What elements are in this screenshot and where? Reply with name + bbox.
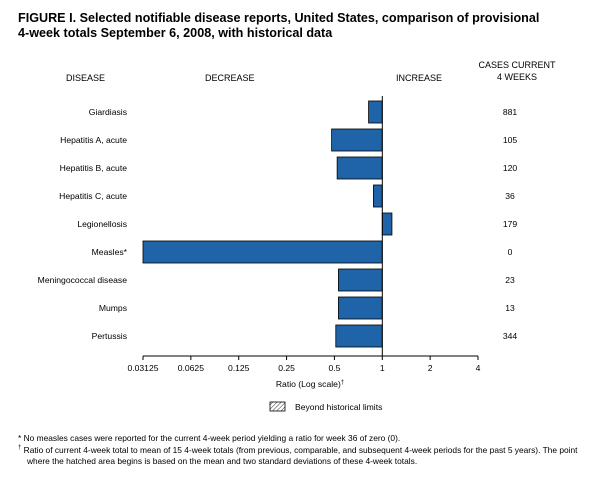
bar-8 bbox=[335, 324, 383, 348]
bar-2 bbox=[336, 156, 383, 180]
bar-7 bbox=[338, 296, 383, 320]
x-axis-label: Ratio (Log scale)† bbox=[276, 379, 344, 389]
bar-4 bbox=[381, 212, 393, 236]
legend-label: Beyond historical limits bbox=[295, 402, 382, 412]
case-count: 120 bbox=[503, 163, 518, 173]
category-label: Mumps bbox=[99, 303, 127, 313]
bar-1 bbox=[331, 128, 383, 152]
case-count: 344 bbox=[503, 331, 518, 341]
x-axis-label-text: Ratio (Log scale) bbox=[276, 379, 341, 389]
category-label: Pertussis bbox=[92, 331, 127, 341]
x-ticks: 0.03125 0.0625 0.125 0.25 0.5 1 2 4 bbox=[127, 356, 481, 373]
bar-6 bbox=[338, 268, 383, 292]
footnote-ratio-text: Ratio of current 4-week total to mean of… bbox=[23, 444, 578, 467]
x-tick-label: 2 bbox=[428, 363, 433, 373]
x-tick-label: 4 bbox=[476, 363, 481, 373]
x-tick-label: 0.125 bbox=[228, 363, 250, 373]
category-label: Legionellosis bbox=[77, 219, 127, 229]
category-label: Hepatitis C, acute bbox=[59, 191, 127, 201]
header-increase: INCREASE bbox=[396, 73, 442, 83]
title-line-2: 4-week totals September 6, 2008, with hi… bbox=[18, 26, 333, 40]
footnote-ratio-mark: † bbox=[18, 444, 22, 451]
legend-hatch-swatch bbox=[269, 401, 286, 412]
title-line-1: FIGURE I. Selected notifiable disease re… bbox=[18, 11, 540, 25]
case-count: 23 bbox=[505, 275, 515, 285]
header-cases-line-1: CASES CURRENT bbox=[478, 60, 556, 70]
x-tick-label: 0.5 bbox=[328, 363, 340, 373]
x-axis-label-mark: † bbox=[341, 380, 344, 386]
footnote-measles: * No measles cases were reported for the… bbox=[18, 433, 588, 445]
header-decrease: DECREASE bbox=[205, 73, 255, 83]
x-tick-label: 0.0625 bbox=[178, 363, 205, 373]
case-count: 105 bbox=[503, 135, 518, 145]
case-count: 0 bbox=[508, 247, 513, 257]
category-label: Measles* bbox=[92, 247, 128, 257]
figure-title: FIGURE I. Selected notifiable disease re… bbox=[18, 11, 583, 41]
category-labels: Giardiasis Hepatitis A, acute Hepatitis B,… bbox=[38, 107, 128, 341]
category-label: Giardiasis bbox=[89, 107, 127, 117]
x-tick-label: 0.25 bbox=[278, 363, 295, 373]
footnote-measles-text: No measles cases were reported for the c… bbox=[23, 433, 401, 443]
case-count-labels: 881 105 120 36 179 0 23 13 344 bbox=[503, 107, 518, 341]
bars-group bbox=[142, 100, 393, 348]
case-count: 179 bbox=[503, 219, 518, 229]
case-count: 881 bbox=[503, 107, 518, 117]
bar-5 bbox=[142, 240, 383, 264]
case-count: 13 bbox=[505, 303, 515, 313]
x-tick-label: 1 bbox=[380, 363, 385, 373]
footnote-ratio: † Ratio of current 4-week total to mean … bbox=[18, 445, 588, 468]
footnotes: * No measles cases were reported for the… bbox=[18, 433, 588, 468]
category-label: Hepatitis B, acute bbox=[60, 163, 128, 173]
header-cases-line-2: 4 WEEKS bbox=[497, 72, 537, 82]
x-tick-label: 0.03125 bbox=[127, 363, 158, 373]
bar-0 bbox=[368, 100, 383, 124]
footnote-measles-mark: * bbox=[18, 433, 22, 443]
header-disease: DISEASE bbox=[66, 73, 105, 83]
bar-3 bbox=[373, 184, 383, 208]
category-label: Hepatitis A, acute bbox=[60, 135, 127, 145]
category-label: Meningococcal disease bbox=[38, 275, 128, 285]
case-count: 36 bbox=[505, 191, 515, 201]
